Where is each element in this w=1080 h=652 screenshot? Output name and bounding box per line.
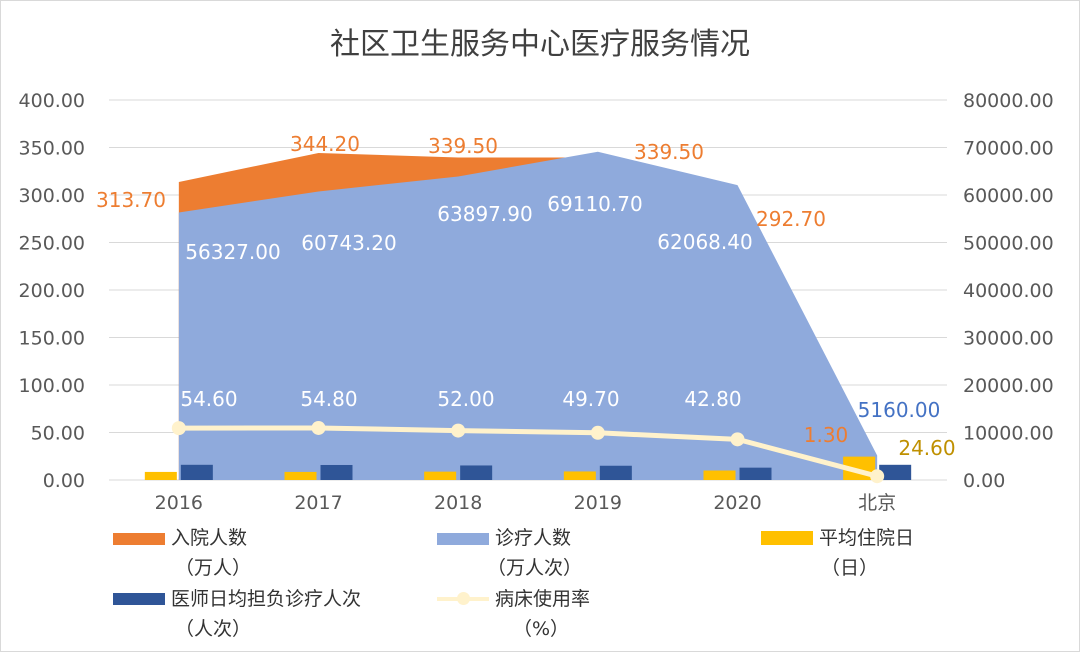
data-label-avg-stay: 24.60 xyxy=(898,436,955,460)
line-bed-usage xyxy=(178,425,878,479)
point-bed-usage xyxy=(590,425,605,440)
bar-avg-stay xyxy=(284,471,317,480)
y-left-tick-label: 400.00 xyxy=(19,90,85,112)
y-left-tick-label: 250.00 xyxy=(19,233,85,255)
legend-label-visits: 诊疗人数 xyxy=(495,527,572,549)
data-label-admissions: 339.50 xyxy=(428,134,498,158)
y-right-tick-label: 70000.00 xyxy=(963,138,1054,160)
point-bed-usage xyxy=(171,421,186,436)
legend-unit-visits: （万人次） xyxy=(487,557,583,579)
y-left-tick-label: 0.00 xyxy=(43,470,85,492)
y-left-tick-label: 200.00 xyxy=(19,280,85,302)
data-label-visits: 69110.70 xyxy=(547,192,642,216)
point-bed-usage xyxy=(311,420,326,435)
legend-unit-doctor-load: （人次） xyxy=(175,618,252,640)
data-label-admissions: 1.30 xyxy=(804,423,849,447)
legend-swatch-avg-stay xyxy=(761,531,813,545)
bar-doctor-load xyxy=(599,465,632,480)
area-visits xyxy=(178,151,878,480)
bar-doctor-load xyxy=(460,465,493,480)
y-left-tick-label: 300.00 xyxy=(19,185,85,207)
data-label-visits: 62068.40 xyxy=(657,230,752,254)
legend-unit-admissions: （万人） xyxy=(175,557,252,579)
y-left-tick-label: 150.00 xyxy=(19,328,85,350)
point-bed-usage xyxy=(451,423,466,438)
y-right-tick-label: 10000.00 xyxy=(963,423,1054,445)
point-bed-usage xyxy=(870,469,885,484)
legend-item-admissions: 入院人数 （万人） xyxy=(113,524,373,586)
chart-title: 社区卫生服务中心医疗服务情况 xyxy=(330,27,750,62)
bar-avg-stay xyxy=(563,471,596,480)
legend-label-bed-usage: 病床使用率 xyxy=(495,588,591,610)
data-label-admissions: 313.70 xyxy=(96,188,166,212)
bar-doctor-load xyxy=(180,464,213,480)
x-tick-label: 2017 xyxy=(294,492,342,514)
y-right-tick-label: 60000.00 xyxy=(963,185,1054,207)
bar-doctor-load xyxy=(879,464,912,480)
legend-label-avg-stay: 平均住院日 xyxy=(819,527,915,549)
legend-marker-bed-usage xyxy=(457,592,470,605)
data-label-bed-usage: 42.80 xyxy=(684,387,741,411)
data-label-bed-usage: 54.80 xyxy=(300,387,357,411)
data-label-visits: 60743.20 xyxy=(301,231,396,255)
data-label-admissions: 292.70 xyxy=(756,207,826,231)
data-label-bed-usage: 52.00 xyxy=(437,387,494,411)
data-label-visits: 5160.00 xyxy=(858,398,941,422)
legend-item-visits: 诊疗人数 （万人次） xyxy=(437,524,697,586)
x-tick-label: 2018 xyxy=(434,492,482,514)
y-right-tick-label: 0.00 xyxy=(963,470,1005,492)
bar-avg-stay xyxy=(144,471,177,480)
y-right-tick-label: 20000.00 xyxy=(963,375,1054,397)
legend-item-bed-usage: 病床使用率 （%） xyxy=(437,585,697,647)
data-label-bed-usage: 49.70 xyxy=(562,387,619,411)
data-label-admissions: 344.20 xyxy=(290,132,360,156)
legend-label-doctor-load: 医师日均担负诊疗人次 xyxy=(171,588,362,610)
x-tick-label: 2016 xyxy=(155,492,203,514)
legend-swatch-visits xyxy=(437,533,489,545)
y-left-tick-label: 350.00 xyxy=(19,138,85,160)
legend-swatch-admissions xyxy=(113,533,165,545)
x-tick-label: 2019 xyxy=(574,492,622,514)
legend-unit-avg-stay: （日） xyxy=(821,557,879,579)
bar-avg-stay xyxy=(703,470,736,480)
x-tick-label: 北京 xyxy=(858,492,896,514)
bar-doctor-load xyxy=(320,464,353,480)
y-right-tick-label: 50000.00 xyxy=(963,233,1054,255)
y-left-tick-label: 100.00 xyxy=(19,375,85,397)
legend-unit-bed-usage: （%） xyxy=(513,618,570,640)
bar-doctor-load xyxy=(739,467,772,480)
x-tick-label: 2020 xyxy=(713,492,761,514)
y-right-tick-label: 80000.00 xyxy=(963,90,1054,112)
y-left-tick-label: 50.00 xyxy=(31,423,85,445)
legend-swatch-doctor-load xyxy=(113,593,165,605)
data-label-visits: 63897.90 xyxy=(437,202,532,226)
y-right-tick-label: 40000.00 xyxy=(963,280,1054,302)
data-label-bed-usage: 54.60 xyxy=(180,387,237,411)
bar-avg-stay xyxy=(424,471,457,480)
y-right-tick-label: 30000.00 xyxy=(963,328,1054,350)
legend-label-admissions: 入院人数 xyxy=(171,527,248,549)
legend-item-avg-stay: 平均住院日 （日） xyxy=(761,524,961,586)
legend-item-doctor-load: 医师日均担负诊疗人次 （人次） xyxy=(113,585,433,647)
data-label-admissions: 339.50 xyxy=(634,140,704,164)
point-bed-usage xyxy=(730,432,745,447)
data-label-visits: 56327.00 xyxy=(185,240,280,264)
